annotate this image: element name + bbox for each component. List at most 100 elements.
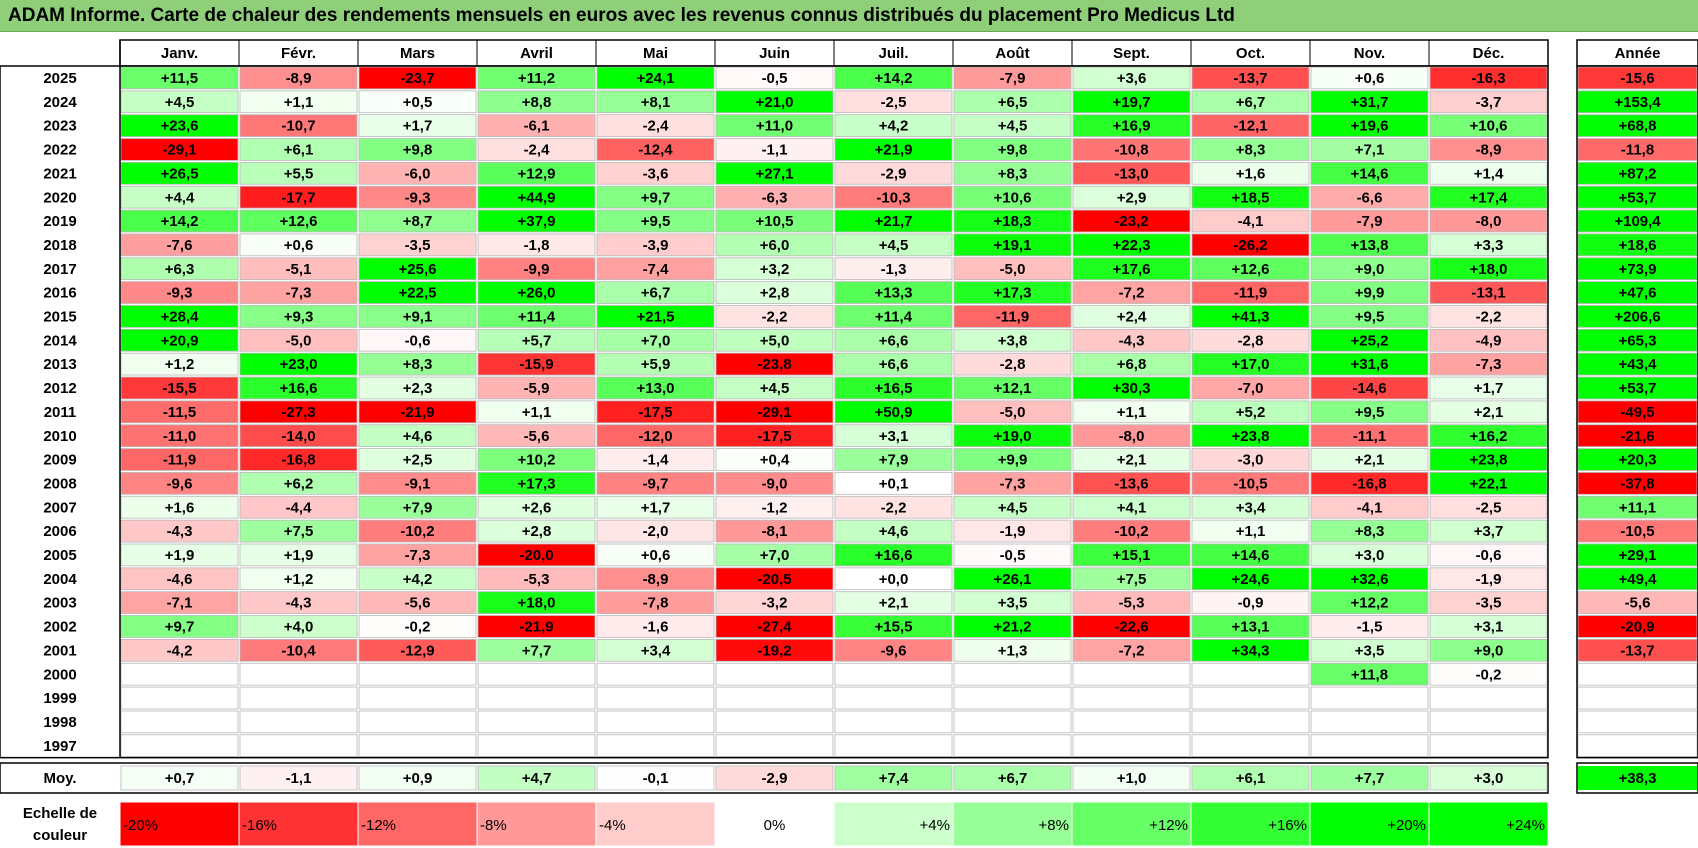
heatmap-cell <box>1072 639 1191 662</box>
cell-value: +11,8 <box>1351 666 1388 683</box>
cell-value: -4,3 <box>167 523 193 540</box>
heatmap-cell <box>1191 328 1310 352</box>
heatmap-cell <box>477 209 596 233</box>
heatmap-cell <box>1429 519 1548 543</box>
heatmap-cell <box>120 519 239 543</box>
cell-value: +22,5 <box>399 285 437 302</box>
cell-value: +3,2 <box>760 261 790 278</box>
heatmap-cell <box>477 639 596 662</box>
heatmap-cell <box>477 448 596 471</box>
cell-value: -0,9 <box>1238 595 1264 612</box>
cell-value: +3,5 <box>998 595 1028 612</box>
heatmap-cell <box>1310 424 1429 448</box>
cell-value: +26,0 <box>518 285 556 302</box>
heatmap-cell <box>358 138 477 161</box>
row-year-label: 2014 <box>43 332 77 349</box>
annual-cell <box>1577 233 1698 257</box>
heatmap-cell <box>239 376 358 400</box>
heatmap-cell <box>715 734 834 758</box>
heatmap-cell <box>239 161 358 185</box>
annual-cell <box>1577 424 1698 448</box>
heatmap-cell <box>358 328 477 352</box>
cell-value: -21,9 <box>519 619 553 636</box>
annual-cell <box>1577 257 1698 281</box>
cell-value: -1,5 <box>1357 619 1383 636</box>
cell-value: -2,8 <box>1238 332 1264 349</box>
heatmap-cell <box>715 495 834 519</box>
heatmap-cell <box>834 448 953 471</box>
heatmap-cell <box>596 615 715 638</box>
annual-cell <box>1577 161 1698 185</box>
cell-value: -2,8 <box>1000 356 1026 373</box>
heatmap-cell <box>715 662 834 686</box>
cell-value: +7,0 <box>760 547 790 564</box>
heatmap-cell <box>715 591 834 614</box>
heatmap-cell <box>239 138 358 161</box>
heatmap-cell <box>715 615 834 638</box>
heatmap-cell <box>120 448 239 471</box>
heatmap-cell <box>1310 710 1429 734</box>
cell-value: +9,7 <box>165 619 195 636</box>
heatmap-cell <box>1191 519 1310 543</box>
heatmap-cell <box>1310 257 1429 281</box>
scale-swatch <box>357 801 478 847</box>
heatmap-cell <box>953 543 1072 567</box>
cell-value: -0,2 <box>405 619 431 636</box>
heatmap-cell <box>834 257 953 281</box>
average-cell <box>1310 765 1429 791</box>
average-cell <box>1191 765 1310 791</box>
heatmap-cell <box>1191 567 1310 591</box>
heatmap-cell <box>239 543 358 567</box>
average-value: +7,7 <box>1355 770 1385 787</box>
heatmap-cell <box>358 233 477 257</box>
cell-value: -17,5 <box>638 404 672 421</box>
annual-value: +29,1 <box>1619 547 1657 564</box>
annual-value: +47,6 <box>1619 285 1657 302</box>
row-year-label: 2017 <box>43 261 76 278</box>
cell-value: +0,6 <box>641 547 671 564</box>
cell-value: +6,6 <box>879 332 909 349</box>
heatmap-cell <box>120 567 239 591</box>
cell-value: +11,4 <box>875 309 913 326</box>
month-header-10: Oct. <box>1236 45 1265 62</box>
cell-value: +24,1 <box>637 70 675 87</box>
cell-value: +3,5 <box>1355 642 1385 659</box>
cell-value: -4,4 <box>286 499 313 516</box>
heatmap-cell <box>715 519 834 543</box>
heatmap-cell <box>953 639 1072 662</box>
heatmap-cell <box>358 424 477 448</box>
scale-swatch <box>476 801 597 847</box>
cell-value: -23,7 <box>400 70 434 87</box>
cell-value: -0,6 <box>405 332 431 349</box>
heatmap-cell <box>477 66 596 90</box>
cell-value: +8,3 <box>1355 523 1385 540</box>
cell-value: +41,3 <box>1232 309 1270 326</box>
heatmap-cell <box>953 567 1072 591</box>
cell-value: +6,3 <box>165 261 195 278</box>
cell-value: -7,6 <box>167 237 193 254</box>
cell-value: -8,9 <box>286 70 312 87</box>
heatmap-cell <box>1429 472 1548 495</box>
cell-value: -16,3 <box>1471 70 1505 87</box>
month-header-12: Déc. <box>1473 45 1505 62</box>
annual-value: +49,4 <box>1619 571 1658 588</box>
row-year-label: 2023 <box>43 118 76 135</box>
cell-value: -9,1 <box>405 475 431 492</box>
heatmap-cell <box>1310 400 1429 424</box>
heatmap-cell <box>596 448 715 471</box>
cell-value: -6,3 <box>762 189 788 206</box>
cell-value: +18,0 <box>518 595 556 612</box>
heatmap-cell <box>358 519 477 543</box>
cell-value: -23,2 <box>1114 213 1148 230</box>
cell-value: +2,1 <box>1355 452 1385 469</box>
heatmap-cell <box>477 615 596 638</box>
annual-value: +87,2 <box>1619 165 1657 182</box>
cell-value: +0,6 <box>284 237 314 254</box>
heatmap-cell <box>120 185 239 209</box>
cell-value: +13,8 <box>1351 237 1389 254</box>
heatmap-cell <box>358 352 477 376</box>
cell-value: -11,1 <box>1353 428 1386 445</box>
heatmap-cell <box>1429 185 1548 209</box>
annual-value: +65,3 <box>1619 332 1657 349</box>
cell-value: -6,6 <box>1357 189 1383 206</box>
